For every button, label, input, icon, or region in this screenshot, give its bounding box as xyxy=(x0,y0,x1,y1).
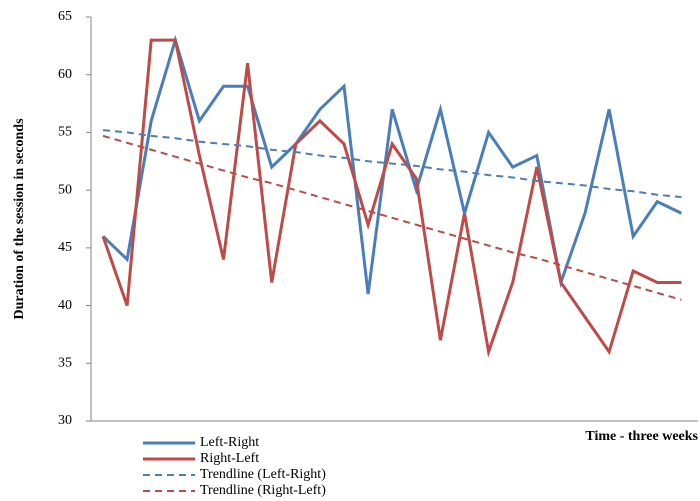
legend-label: Left-Right xyxy=(200,435,259,450)
y-tick-label: 40 xyxy=(58,298,72,313)
x-axis-label: Time - three weeks xyxy=(585,429,698,444)
y-axis-label: Duration of the session in seconds xyxy=(12,118,27,320)
y-tick-label: 35 xyxy=(58,356,72,371)
series-line xyxy=(102,129,682,199)
legend-label: Trendline (Left-Right) xyxy=(200,467,326,482)
y-tick-label: 55 xyxy=(58,125,72,140)
legend-label: Right-Left xyxy=(200,451,259,466)
y-tick-label: 50 xyxy=(58,182,72,197)
y-tick-label: 30 xyxy=(58,413,72,428)
legend-label: Trendline (Right-Left) xyxy=(200,483,326,498)
series-line xyxy=(101,38,682,358)
y-tick-label: 60 xyxy=(58,67,72,82)
y-tick-label: 65 xyxy=(58,9,72,24)
series-line xyxy=(101,34,683,295)
series-line xyxy=(102,134,682,301)
y-tick-label: 45 xyxy=(58,240,72,255)
